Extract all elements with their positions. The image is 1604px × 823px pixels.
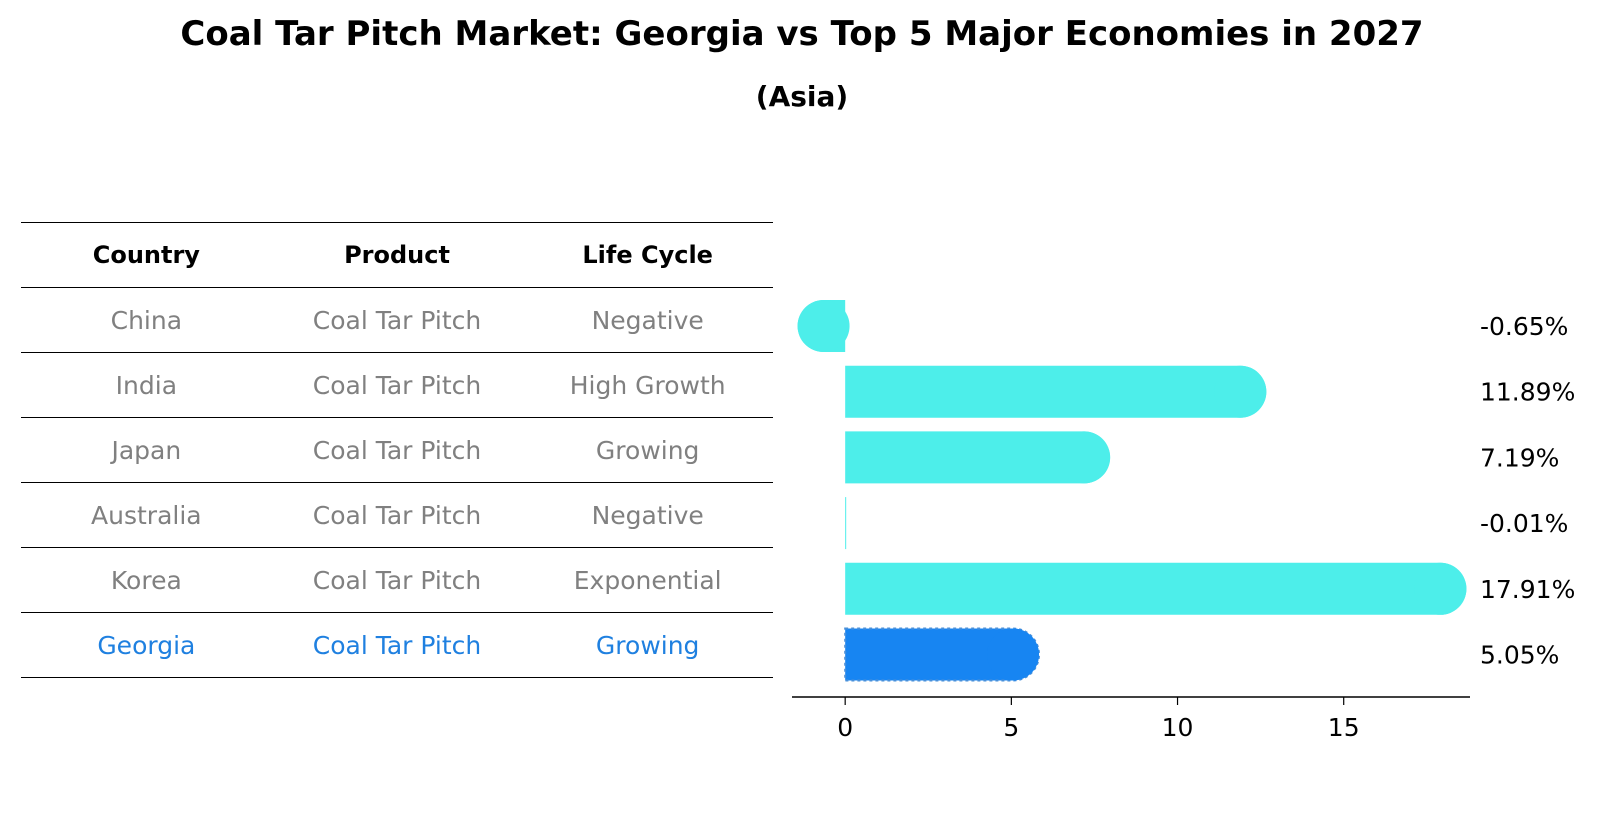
country-cell: Georgia: [97, 630, 196, 660]
product-cell: Coal Tar Pitch: [312, 630, 482, 660]
country-table: Country Product Life Cycle China Coal Ta…: [21, 222, 773, 678]
bar-value-label: 11.89%: [1480, 378, 1575, 407]
country-cell: Japan: [111, 435, 182, 465]
product-cell: Coal Tar Pitch: [312, 370, 482, 400]
product-cell: Coal Tar Pitch: [312, 435, 482, 465]
bar-cap: [797, 300, 850, 352]
life-cycle-cell: Negative: [591, 500, 704, 530]
chart-subtitle: (Asia): [755, 80, 849, 113]
x-tick-label: 5: [1003, 713, 1019, 742]
life-cycle-cell: Negative: [591, 305, 704, 335]
product-cell: Coal Tar Pitch: [312, 565, 482, 595]
bar-cap: [1214, 365, 1267, 418]
bar-value-label: -0.65%: [1480, 312, 1568, 341]
table-header-row: Country Product Life Cycle: [21, 223, 773, 288]
bar-cap: [1058, 431, 1111, 484]
x-tick-label: 15: [1328, 713, 1360, 742]
table-row: China Coal Tar Pitch Negative: [21, 288, 773, 353]
bar-cap: [1414, 562, 1467, 615]
header-country: Country: [92, 241, 200, 269]
bar-cap: [987, 628, 1040, 681]
table-row: Japan Coal Tar Pitch Growing: [21, 418, 773, 483]
chart-title: Coal Tar Pitch Market: Georgia vs Top 5 …: [180, 14, 1424, 54]
table-row: Georgia Coal Tar Pitch Growing: [21, 613, 773, 678]
life-cycle-cell: Exponential: [573, 565, 722, 595]
table-row: Australia Coal Tar Pitch Negative: [21, 483, 773, 548]
country-cell: Korea: [110, 565, 182, 595]
life-cycle-cell: Growing: [595, 435, 700, 465]
x-tick-label: 10: [1162, 713, 1194, 742]
product-cell: Coal Tar Pitch: [312, 305, 482, 335]
bar-value-label: 17.91%: [1480, 575, 1575, 604]
product-cell: Coal Tar Pitch: [312, 500, 482, 530]
header-life-cycle: Life Cycle: [582, 241, 713, 269]
country-cell: China: [110, 305, 183, 335]
bar-value-label: -0.01%: [1480, 509, 1568, 538]
life-cycle-cell: Growing: [595, 630, 700, 660]
bar: [845, 497, 847, 550]
bar: [845, 431, 1111, 484]
country-cell: India: [115, 370, 178, 400]
bar-value-label: 5.05%: [1480, 641, 1559, 670]
table-row: India Coal Tar Pitch High Growth: [21, 353, 773, 418]
bar-value-label: 7.19%: [1480, 443, 1559, 472]
bar: [845, 562, 1467, 615]
header-product: Product: [344, 241, 450, 269]
bar: [845, 365, 1267, 418]
life-cycle-cell: High Growth: [569, 370, 726, 400]
table-row: Korea Coal Tar Pitch Exponential: [21, 548, 773, 613]
country-cell: Australia: [91, 500, 202, 530]
x-tick-label: 0: [837, 713, 853, 742]
